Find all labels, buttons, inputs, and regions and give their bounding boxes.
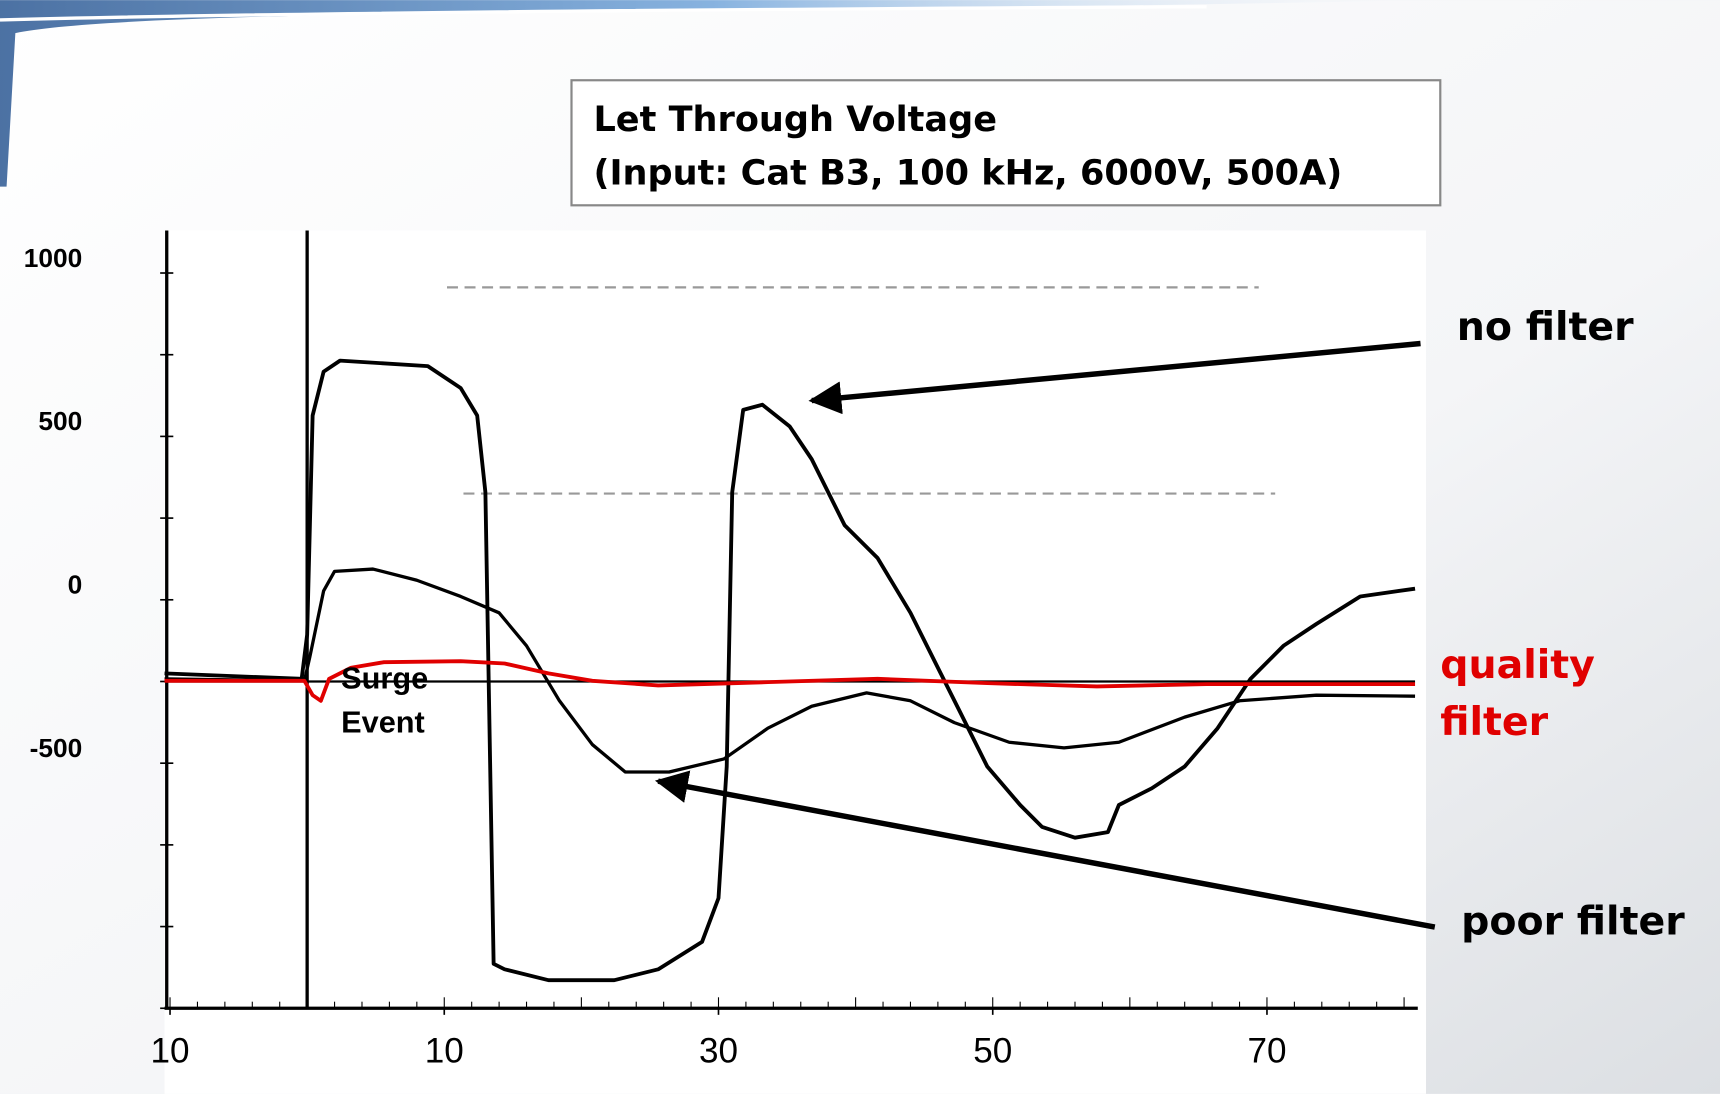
title-line: Let Through Voltage: [593, 99, 997, 140]
x-tick-label: 50: [973, 1032, 1012, 1071]
title-line: (Input: Cat B3, 100 kHz, 6000V, 500A): [593, 153, 1342, 194]
title-box: [570, 79, 1442, 207]
y-tick-label: 500: [38, 406, 82, 436]
series-line: [164, 659, 1416, 703]
x-tick-label: 30: [699, 1032, 738, 1071]
series-label: no filter: [1457, 304, 1634, 350]
y-tick-label: 1000: [24, 243, 83, 273]
series-line: [164, 358, 1416, 983]
x-tick-label: 10: [425, 1032, 464, 1071]
label-line: filter: [1440, 699, 1548, 745]
event-label: Surge: [341, 660, 428, 695]
header-highlight: [0, 5, 1207, 22]
plot: -500 0 500 1000 10 10 30 50 70 Surge Event: [24, 230, 1418, 1071]
annotation-arrow: [808, 340, 1421, 415]
header-swoosh: [0, 0, 1427, 187]
x-tick-label: 10: [151, 1032, 190, 1071]
y-tick-label: 0: [68, 570, 83, 600]
series-label: quality filter: [1440, 642, 1595, 745]
event-label: Event: [341, 704, 425, 739]
x-tick-label: 70: [1247, 1032, 1286, 1071]
y-tick-label: -500: [30, 733, 83, 763]
series-label: poor filter: [1461, 898, 1685, 944]
annotation-arrow: [654, 770, 1436, 930]
label-line: quality: [1440, 642, 1595, 688]
